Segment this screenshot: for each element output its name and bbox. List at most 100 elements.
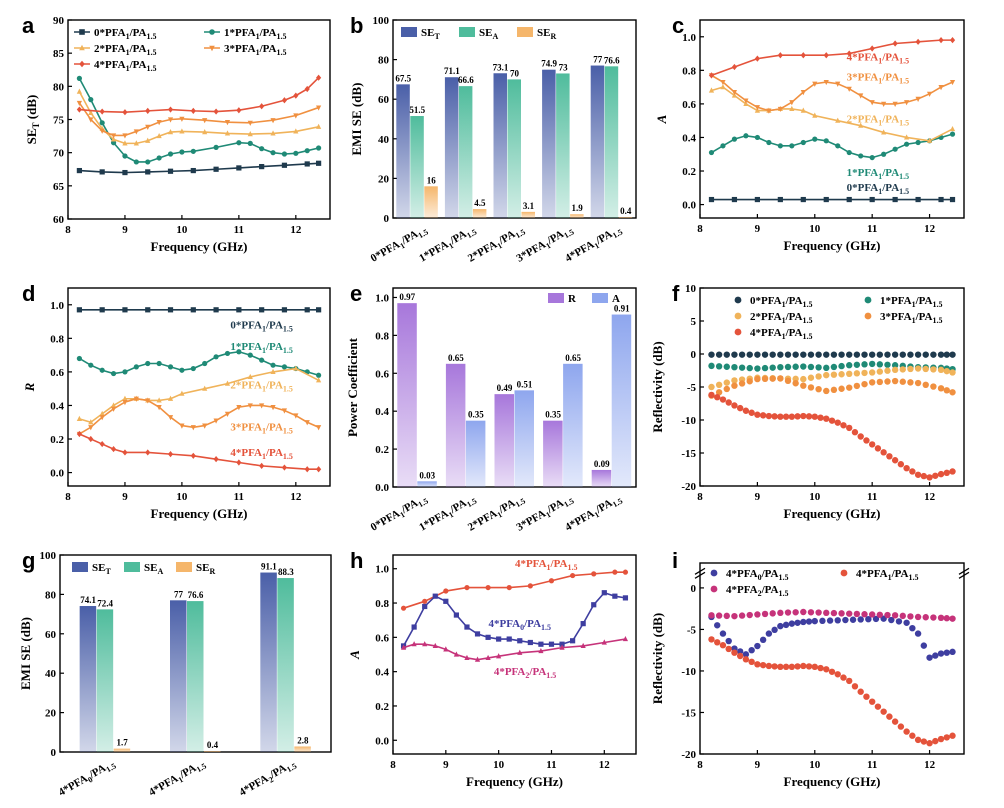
data-point (892, 101, 898, 107)
data-point (167, 415, 174, 421)
data-point (909, 624, 916, 632)
data-point (830, 371, 838, 378)
data-point (443, 598, 449, 604)
data-point (76, 167, 82, 174)
series-annotation: 3*PFA1​/PA1.5​ (230, 422, 292, 436)
y-tick-label: 1.0 (375, 564, 389, 576)
data-point (907, 613, 914, 620)
data-point (812, 112, 818, 118)
series-line (711, 133, 953, 159)
data-point (293, 92, 299, 99)
data-point (904, 134, 910, 140)
x-tick-label: 8 (65, 491, 71, 503)
data-point (826, 617, 834, 624)
data-label: 70 (510, 68, 520, 78)
y-tick-label: 0.0 (50, 468, 64, 480)
x-tick-label: 8 (697, 759, 703, 771)
data-point (259, 357, 265, 363)
x-tick-label: 9 (755, 491, 761, 503)
bar-ser (424, 186, 438, 218)
y-tick-label: -10 (681, 666, 696, 678)
x-axis-title: Frequency (GHz) (784, 506, 881, 521)
data-point (914, 351, 922, 358)
data-point (909, 732, 916, 739)
data-point (926, 474, 933, 481)
legend-label: 0*PFA1​/PA1.5​ (750, 295, 812, 309)
y-tick-label: 0 (691, 349, 697, 361)
data-point (708, 612, 715, 619)
data-point (316, 425, 322, 431)
data-point (527, 639, 533, 646)
legend-label: 4*PFA0​/PA1.5​ (726, 568, 788, 582)
panel-f: -20 -15 -10 -5 0 5 10 8 9 10 11 12 Frequency (GHz) Re… (650, 281, 965, 521)
legend-swatch (517, 27, 533, 37)
data-point (485, 634, 491, 640)
legend-item-a: A (592, 293, 620, 305)
y-tick-label: 1.0 (50, 300, 64, 312)
data-point (937, 351, 945, 358)
data-point (853, 351, 861, 358)
data-label: 0.49 (497, 383, 513, 393)
data-point (807, 384, 815, 391)
data-point (304, 307, 310, 313)
data-point (792, 380, 799, 387)
series-line (403, 571, 626, 609)
data-point (99, 307, 105, 313)
data-point (167, 307, 174, 313)
data-point (857, 433, 864, 440)
data-point (874, 703, 882, 710)
series-annotation: 4*PFA1​/PA1.5​ (230, 447, 292, 461)
data-point (846, 362, 853, 369)
data-point (938, 37, 944, 44)
data-point (247, 130, 253, 137)
data-point (926, 654, 933, 661)
panel-letter: b (350, 13, 363, 38)
data-point (892, 196, 898, 203)
data-point (190, 167, 196, 174)
legend-label: 4*PFA2​/PA1.5​ (726, 584, 788, 598)
data-point (213, 307, 219, 313)
data-point (122, 153, 128, 159)
data-point (754, 642, 761, 650)
data-point (949, 351, 956, 358)
data-point (580, 642, 586, 649)
data-point (110, 406, 117, 412)
data-point (754, 134, 760, 141)
data-point (914, 379, 922, 387)
data-point (777, 622, 784, 630)
x-tick-label: 10 (176, 491, 188, 503)
data-point (846, 677, 853, 685)
data-point (474, 631, 481, 637)
y-tick-label: 0.4 (50, 400, 64, 412)
data-point (99, 415, 105, 421)
data-point (133, 364, 139, 370)
data-point (714, 639, 721, 646)
data-point (122, 169, 128, 176)
series-3-pfa1-pa1-5 (76, 396, 322, 438)
data-label: 16 (427, 175, 437, 185)
data-point (769, 364, 776, 371)
data-point (937, 366, 945, 374)
data-point (731, 351, 738, 358)
series-annotation: 1*PFA1​/PA1.5​ (230, 341, 292, 355)
data-point (949, 468, 956, 475)
panel-letter: h (350, 548, 363, 573)
data-point (247, 120, 253, 126)
y-tick-label: 10 (685, 283, 697, 295)
data-point (861, 380, 868, 388)
data-label: 3.1 (523, 201, 535, 211)
data-point (316, 160, 322, 166)
bar-r (494, 394, 514, 487)
data-point (823, 351, 830, 358)
data-point (800, 196, 806, 203)
data-point (270, 150, 276, 156)
data-point (922, 381, 929, 388)
x-tick-label: 11 (867, 759, 877, 771)
data-point (915, 96, 921, 102)
data-point (792, 609, 799, 616)
data-point (714, 394, 721, 401)
data-point (202, 385, 208, 391)
y-tick-label: 5 (691, 316, 697, 328)
legend-item-sea: SEA​ (459, 27, 498, 41)
data-point (761, 610, 769, 618)
